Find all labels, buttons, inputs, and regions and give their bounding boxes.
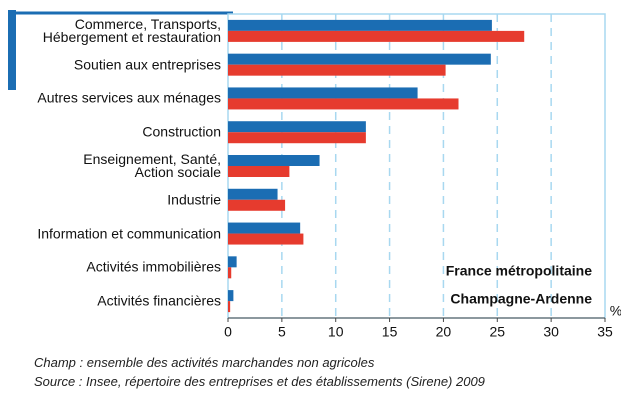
y-tick-label: Enseignement, Santé, Action sociale bbox=[83, 151, 221, 180]
y-tick-label: Soutien aux entreprises bbox=[73, 56, 221, 73]
x-tick-label: 0 bbox=[224, 324, 232, 340]
x-tick-label: 30 bbox=[543, 324, 559, 340]
bar bbox=[228, 132, 366, 144]
y-tick-label: Activités immobilières bbox=[86, 258, 221, 275]
y-tick-label: Autres services aux ménages bbox=[37, 89, 221, 106]
y-tick-label: Construction bbox=[142, 123, 221, 140]
bar bbox=[228, 64, 446, 76]
legend-label: Champagne-Ardenne bbox=[450, 291, 592, 307]
x-tick-label: 5 bbox=[278, 324, 286, 340]
legend-label: France métropolitaine bbox=[446, 263, 592, 279]
y-tick-label: Activités financières bbox=[97, 292, 221, 309]
footnote: Source : Insee, répertoire des entrepris… bbox=[34, 374, 485, 389]
bar bbox=[228, 267, 232, 279]
decor-bar bbox=[8, 10, 16, 90]
y-tick-label: Industrie bbox=[167, 191, 221, 208]
bar bbox=[228, 233, 304, 245]
x-tick-label: 20 bbox=[436, 324, 452, 340]
bar bbox=[228, 188, 278, 200]
y-tick-label: Commerce, Transports, Hébergement et res… bbox=[42, 15, 221, 45]
bar bbox=[228, 301, 231, 313]
x-tick-label: 35 bbox=[597, 324, 613, 340]
x-unit: % bbox=[610, 303, 621, 319]
bar bbox=[228, 30, 525, 42]
bar bbox=[228, 19, 492, 31]
bar bbox=[228, 256, 237, 268]
bar bbox=[228, 98, 459, 110]
y-tick-label: Information et communication bbox=[37, 225, 221, 242]
bar bbox=[228, 290, 234, 302]
x-tick-label: 10 bbox=[328, 324, 344, 340]
bar bbox=[228, 222, 301, 234]
x-tick-label: 15 bbox=[382, 324, 398, 340]
bar bbox=[228, 155, 320, 166]
bar bbox=[228, 121, 366, 133]
bar bbox=[228, 53, 491, 65]
bar bbox=[228, 199, 286, 211]
bar bbox=[228, 87, 418, 99]
x-tick-label: 25 bbox=[489, 324, 505, 340]
footnote: Champ : ensemble des activités marchande… bbox=[34, 355, 375, 370]
bar bbox=[228, 166, 290, 177]
